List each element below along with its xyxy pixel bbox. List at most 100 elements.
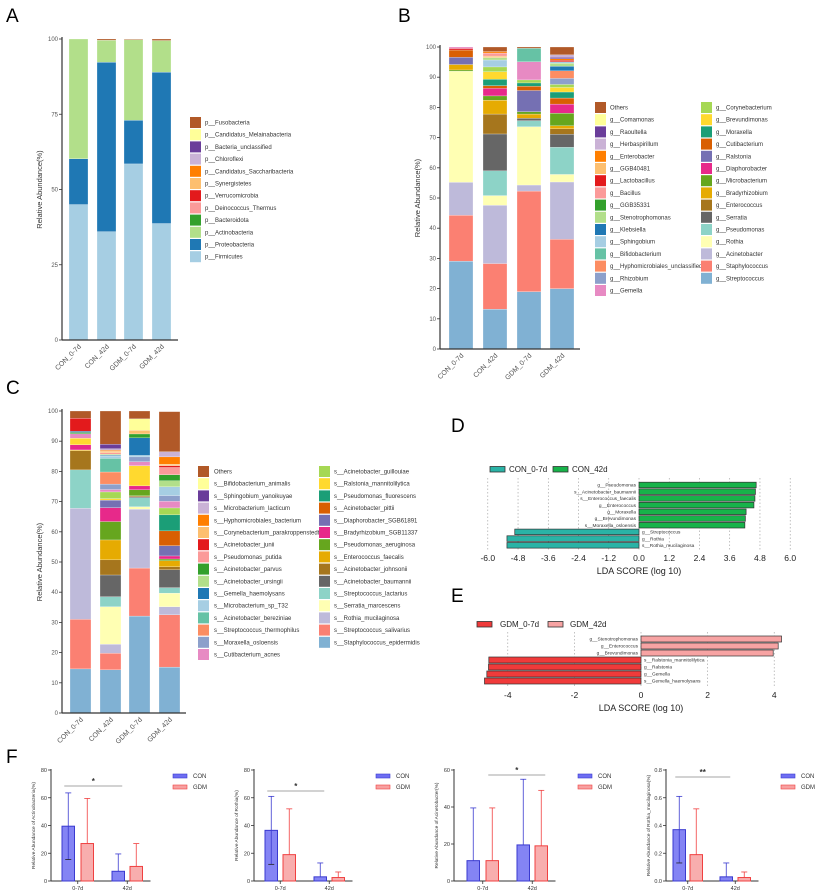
legend-label: p__Candidatus_Melainabacteria (205, 133, 292, 139)
bar-segment (549, 134, 575, 148)
bar-segment (69, 619, 92, 670)
legend-swatch (172, 784, 188, 790)
x-axis-title: LDA SCORE (log 10) (599, 703, 684, 713)
bar-segment (516, 61, 542, 81)
bar-segment (99, 521, 122, 541)
x-tick-label: 2 (705, 690, 710, 700)
bar-segment (68, 38, 89, 159)
lda-feature-label: g__Moraxella (607, 510, 636, 516)
legend-swatch (595, 163, 606, 174)
x-tick-label: -2 (571, 690, 579, 700)
bar-gdm (80, 843, 94, 882)
bar-segment (549, 54, 575, 58)
bar-segment (128, 430, 151, 435)
bar-gdm (485, 860, 499, 882)
legend-swatch (595, 126, 606, 138)
bar-segment (158, 411, 181, 452)
legend-swatch (190, 153, 201, 165)
bar-segment (96, 231, 117, 341)
legend-label: p__Synergistetes (205, 182, 251, 188)
y-tick-label: 50 (51, 560, 58, 566)
x-tick-label: 0-7d (275, 886, 286, 892)
legend-swatch (198, 636, 209, 648)
bar-segment (158, 545, 181, 557)
bar-segment (516, 48, 542, 62)
x-tick-label: -3.6 (541, 553, 556, 563)
bar-segment (99, 410, 122, 445)
bar-segment (128, 433, 151, 439)
legend-label: p__Fusobacteria (205, 121, 250, 127)
legend-swatch (701, 163, 712, 174)
legend-swatch (595, 260, 606, 272)
legend-label: s__Gemella_haemolysans (214, 592, 285, 598)
bar-segment (482, 95, 508, 101)
bar-segment (158, 507, 181, 516)
lda-feature-label: s__Ralstonia_mannitolilytica (644, 658, 705, 664)
legend-swatch (595, 199, 606, 211)
bar-segment (158, 451, 181, 458)
bar-segment (96, 40, 117, 63)
bar-segment (99, 498, 122, 501)
legend-label: s__Acinetobacter_junii (214, 543, 274, 549)
y-axis-title: Relative Abundance(%) (35, 150, 44, 229)
legend-label: g__Cutibacterium (716, 142, 763, 148)
x-tick-label: 4 (772, 690, 777, 700)
bar-segment (68, 204, 89, 341)
x-tick-label: 42d (325, 886, 334, 892)
bar-segment (482, 263, 508, 310)
y-tick-label: 40 (41, 824, 47, 830)
y-tick-label: 80 (429, 105, 436, 111)
bar-segment (158, 592, 181, 607)
x-tick-label: 0-7d (477, 886, 488, 892)
legend-label: GDM (193, 785, 207, 791)
y-tick-label: 0 (447, 879, 450, 885)
y-axis-title: Relative Abundance(%) (35, 522, 44, 601)
legend-swatch (701, 126, 712, 138)
legend-swatch (198, 527, 209, 538)
bar-segment (128, 497, 151, 507)
legend-label: s__Streptococcus_salivarius (334, 628, 410, 634)
lda-bar (488, 663, 642, 671)
bar-segment (448, 48, 474, 51)
y-tick-label: 0 (55, 338, 59, 344)
x-tick-label: 4.8 (754, 553, 766, 563)
legend-label: s__Acinetobacter_ursingii (214, 579, 283, 585)
y-tick-label: 80 (51, 469, 58, 475)
legend-label: p__Bacteria_unclassified (205, 145, 272, 151)
lda-feature-label: g__Ralstonia (644, 665, 672, 671)
x-tick-label: 0-7d (682, 886, 693, 892)
legend-label: g__Bacillus (610, 191, 641, 197)
bar-segment (151, 38, 172, 41)
legend-swatch (780, 773, 796, 779)
legend-label: g__Corynebacterium (716, 106, 772, 112)
lda-bar (638, 501, 755, 509)
y-tick-label: 60 (244, 796, 250, 802)
bar-segment (516, 291, 542, 350)
bar-segment (128, 615, 151, 714)
legend-label: GDM_0-7d (500, 620, 539, 629)
x-tick-label: 0.0 (633, 553, 645, 563)
legend-label: g__Rothia (716, 240, 744, 246)
bar-con (719, 876, 733, 882)
bar-segment (516, 126, 542, 186)
x-tick-label: GDM_42d (539, 352, 567, 380)
lda-feature-label: s__Rothia_mucilaginosa (642, 543, 695, 549)
legend-swatch (701, 211, 712, 223)
legend-swatch (595, 236, 606, 248)
legend-swatch (701, 236, 712, 248)
legend-label: Others (610, 106, 628, 112)
legend-label: CON_42d (572, 465, 608, 474)
legend-label: p__Candidatus_Saccharibacteria (205, 169, 294, 175)
bar-con (516, 844, 530, 882)
legend-label: s__Ralstonia_mannitolilytica (334, 482, 410, 488)
legend-swatch (552, 466, 569, 473)
x-tick-label: CON_0-7d (56, 716, 85, 745)
legend-swatch (190, 214, 201, 226)
x-tick-label: -6.0 (480, 553, 495, 563)
lda-bar (640, 642, 779, 650)
y-tick-label: 80 (41, 768, 47, 774)
bar-segment (158, 569, 181, 588)
legend-swatch (701, 114, 712, 126)
bar-segment (482, 79, 508, 86)
bar-segment (516, 79, 542, 84)
